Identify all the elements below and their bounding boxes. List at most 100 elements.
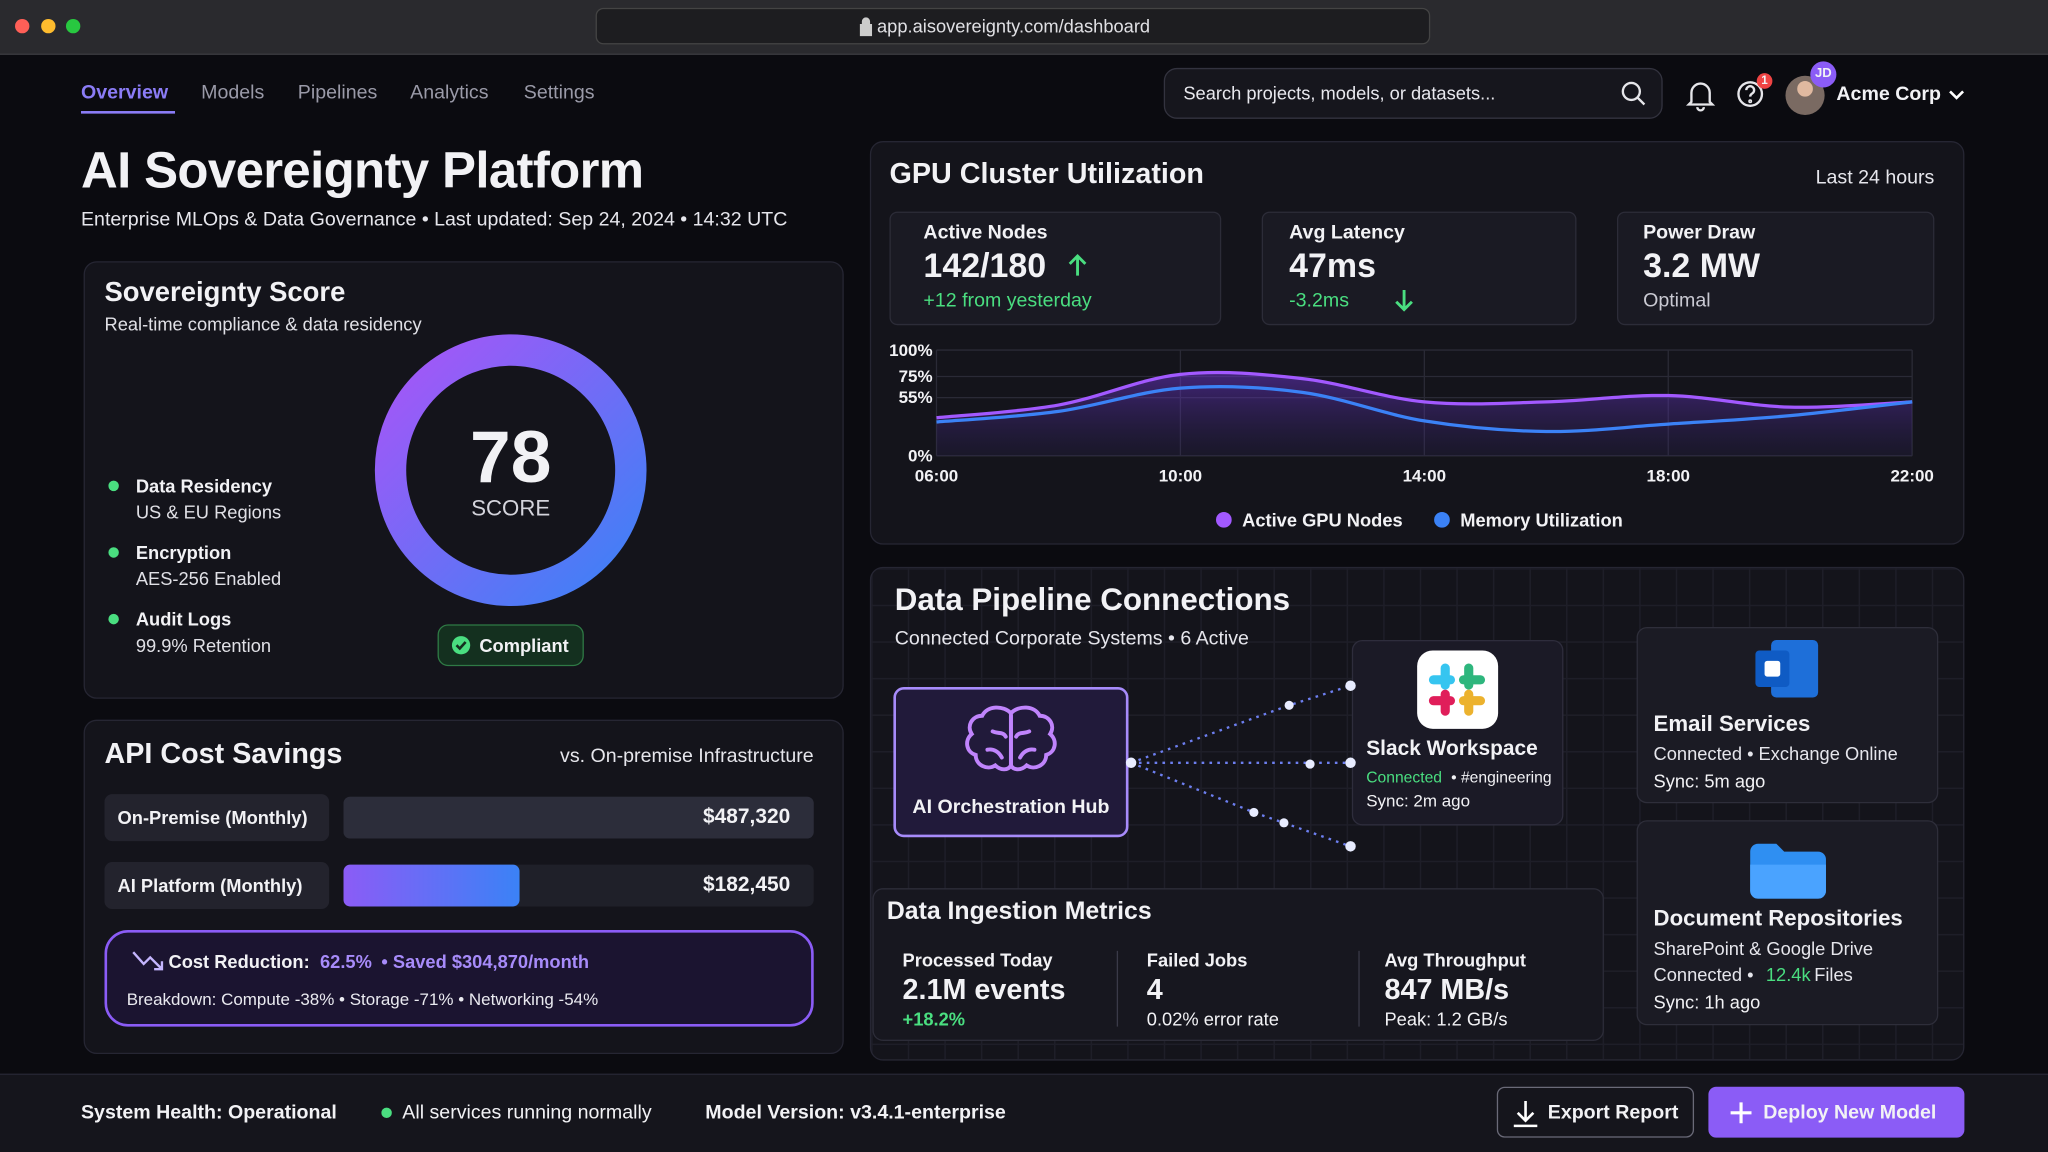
item-label: Data Residency	[135, 475, 273, 497]
search-box[interactable]	[1163, 67, 1663, 119]
stat-label: Avg Latency	[1289, 221, 1405, 244]
card-title: API Cost Savings	[104, 736, 343, 770]
bar-value: $182,450	[703, 873, 791, 896]
search-placeholder: Search projects, models, or datasets...	[1183, 82, 1496, 104]
y-tick-label: 100%	[889, 340, 933, 360]
row-label-box	[104, 794, 330, 842]
score-value: 78	[470, 415, 552, 498]
score-label: SCORE	[471, 495, 551, 521]
node-channel: • #engineering	[1451, 767, 1552, 787]
url: app.aisovereignty.com/dashboard	[876, 15, 1151, 37]
x-tick-label: 18:00	[1646, 465, 1690, 486]
card-subtitle: Real-time compliance & data residency	[104, 313, 422, 335]
node-name: Email Services	[1653, 711, 1811, 736]
item-label: Encryption	[135, 542, 232, 563]
item-detail: AES-256 Enabled	[135, 568, 282, 590]
chevron	[1949, 90, 1965, 100]
bar-category: AI Platform (Monthly)	[117, 875, 303, 896]
account-name[interactable]: Acme Corp	[1836, 82, 1941, 106]
node-name: Slack Workspace	[1366, 737, 1538, 761]
url-bar	[595, 7, 1431, 45]
nav-tab[interactable]: Overview	[80, 81, 169, 104]
y-tick-label: 75%	[898, 366, 933, 387]
x-tick-label: 06:00	[914, 465, 959, 486]
gpu-card	[869, 141, 1965, 545]
avatar-initials: JD	[1814, 66, 1832, 81]
metric-note: Peak: 1.2 GB/s	[1384, 1008, 1508, 1030]
stat-change: Optimal	[1643, 289, 1711, 312]
node-sync: Sync: 5m ago	[1653, 770, 1766, 792]
saved-amount: • Saved $304,870/month	[381, 950, 590, 972]
export-label[interactable]: Export Report	[1547, 1101, 1679, 1124]
metric-label: Processed Today	[902, 949, 1053, 971]
avatar[interactable]	[1785, 75, 1825, 115]
model-version: Model Version: v3.4.1-enterprise	[705, 1101, 1006, 1124]
x-tick-label: 10:00	[1158, 465, 1203, 486]
node-sync: Sync: 2m ago	[1366, 790, 1471, 811]
stat-change: -3.2ms	[1289, 289, 1350, 312]
footer-bar	[0, 1073, 2048, 1152]
y-tick-label: 0%	[908, 446, 933, 466]
metric-note: 0.02% error rate	[1146, 1008, 1279, 1030]
legend-label: Active GPU Nodes	[1242, 509, 1403, 531]
nav-tab[interactable]: Analytics	[410, 81, 489, 104]
section-title: Data Ingestion Metrics	[886, 897, 1152, 926]
x-tick-label: 22:00	[1890, 465, 1934, 486]
stat-box	[1616, 211, 1935, 326]
item-detail: 99.9% Retention	[135, 634, 272, 656]
row-label-box	[104, 862, 330, 910]
file-label: Files	[1814, 963, 1853, 985]
item-label: Audit Logs	[135, 608, 232, 630]
reduction-value: 62.5%	[319, 950, 372, 972]
divider	[1116, 950, 1119, 1027]
system-health: System Health: Operational	[80, 1101, 337, 1124]
page-subtitle: Enterprise MLOps & Data Governance • Las…	[80, 208, 788, 231]
avatar-face	[1797, 80, 1813, 97]
metric-note: +18.2%	[902, 1008, 966, 1030]
stat-value: 142/180	[923, 245, 1047, 285]
card-subtitle: Connected Corporate Systems • 6 Active	[894, 627, 1249, 650]
card-title: Sovereignty Score	[104, 277, 346, 308]
legend-label: Memory Utilization	[1460, 509, 1623, 531]
node-sync: Sync: 1h ago	[1653, 991, 1761, 1013]
deploy-label[interactable]: Deploy New Model	[1763, 1101, 1937, 1124]
badge-count: 1	[1761, 73, 1768, 87]
stat-label: Power Draw	[1643, 221, 1756, 244]
stat-value: 3.2 MW	[1643, 245, 1761, 285]
card-subtitle: vs. On-premise Infrastructure	[560, 745, 814, 768]
active-tab-underline	[80, 111, 176, 114]
breakdown: Breakdown: Compute -38% • Storage -71% •…	[126, 989, 599, 1009]
node-status: Connected • Exchange Online	[1653, 743, 1898, 765]
file-count: 12.4k	[1765, 963, 1811, 985]
nav-tab[interactable]: Models	[201, 81, 265, 104]
bar-value: $487,320	[703, 805, 791, 829]
reduction-box	[104, 929, 814, 1027]
card-title: Data Pipeline Connections	[894, 582, 1291, 618]
bar-category: On-Premise (Monthly)	[117, 807, 308, 829]
node-status: Connected	[1366, 767, 1443, 787]
stat-label: Active Nodes	[923, 221, 1048, 244]
metric-value: 2.1M events	[902, 973, 1066, 1006]
stat-box	[889, 211, 1222, 326]
node-source: SharePoint & Google Drive	[1653, 937, 1874, 959]
reduction-label: Cost Reduction:	[168, 950, 310, 972]
divider	[1358, 950, 1360, 1027]
period: Last 24 hours	[1815, 166, 1935, 189]
page-title: AI Sovereignty Platform	[80, 143, 644, 200]
metric-label: Avg Throughput	[1384, 949, 1526, 971]
nav-tab[interactable]: Pipelines	[297, 81, 378, 104]
node-status: Connected •	[1653, 963, 1754, 985]
stat-box	[1261, 211, 1577, 326]
services-status: All services running normally	[402, 1101, 652, 1124]
nav-tab[interactable]: Settings	[523, 81, 595, 104]
hub-label: AI Orchestration Hub	[912, 796, 1110, 819]
card-title: GPU Cluster Utilization	[889, 156, 1204, 190]
x-tick-label: 14:00	[1402, 465, 1447, 486]
stat-value: 47ms	[1289, 245, 1376, 285]
item-detail: US & EU Regions	[135, 501, 282, 523]
y-tick-label: 55%	[898, 387, 933, 408]
metric-value: 847 MB/s	[1384, 973, 1510, 1006]
status-text: Compliant	[479, 634, 569, 656]
